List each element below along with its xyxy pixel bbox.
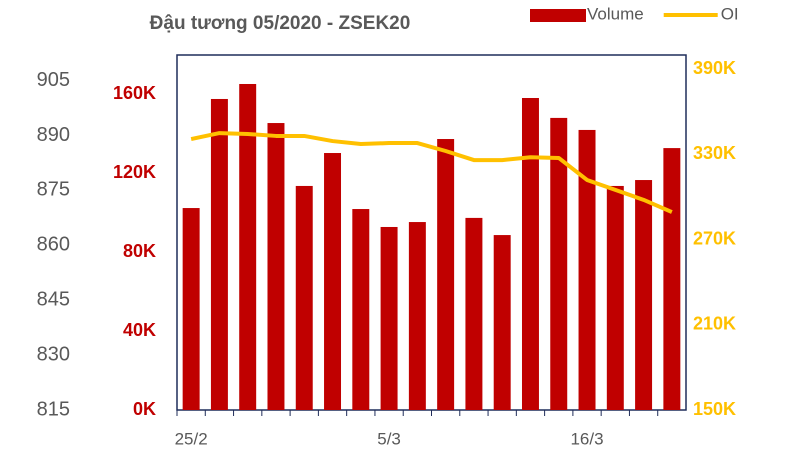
bar: [408, 222, 426, 410]
y3-tick-label: 815: [37, 398, 70, 420]
y3-tick-label: 905: [37, 69, 70, 91]
legend-swatch: [530, 9, 586, 22]
chart-title: Đậu tương 05/2020 - ZSEK20: [150, 13, 411, 34]
y2-tick-label: 330K: [693, 143, 736, 163]
y-tick-label: 40K: [123, 320, 156, 340]
line: [190, 131, 673, 214]
y-tick-label: 160K: [113, 83, 156, 103]
bar: [606, 185, 624, 410]
y2-tick-label: 150K: [693, 399, 736, 419]
bar: [210, 98, 228, 410]
bar: [324, 153, 342, 410]
legend-label: Volume: [587, 4, 644, 23]
legend-label: OI: [721, 4, 739, 23]
bar: [493, 235, 511, 410]
y3-tick-label: 845: [37, 288, 70, 310]
y3-tick-label: 875: [37, 179, 70, 201]
bar: [239, 83, 257, 410]
bar: [521, 97, 539, 410]
y3-tick-label: 890: [37, 124, 70, 146]
bar: [352, 209, 370, 410]
y-tick-label: 0K: [133, 399, 156, 419]
y3-tick-label: 860: [37, 234, 70, 256]
x-tick-label: 25/2: [175, 429, 208, 448]
y2-tick-label: 210K: [693, 314, 736, 334]
x-tick-label: 16/3: [570, 429, 603, 448]
y2-tick-label: 270K: [693, 228, 736, 248]
bar: [380, 226, 398, 410]
bar: [550, 117, 568, 411]
x-tick-label: 5/3: [377, 429, 401, 448]
bar: [267, 123, 285, 411]
y2-tick-label: 390K: [693, 58, 736, 78]
bar: [182, 208, 200, 410]
y-tick-label: 80K: [123, 241, 156, 261]
y3-tick-label: 830: [37, 343, 70, 365]
bar: [465, 217, 483, 410]
y-tick-label: 120K: [113, 162, 156, 182]
bar: [635, 180, 653, 410]
bar: [663, 148, 681, 411]
bar: [437, 139, 455, 410]
bar: [295, 185, 313, 410]
bar: [578, 129, 596, 410]
